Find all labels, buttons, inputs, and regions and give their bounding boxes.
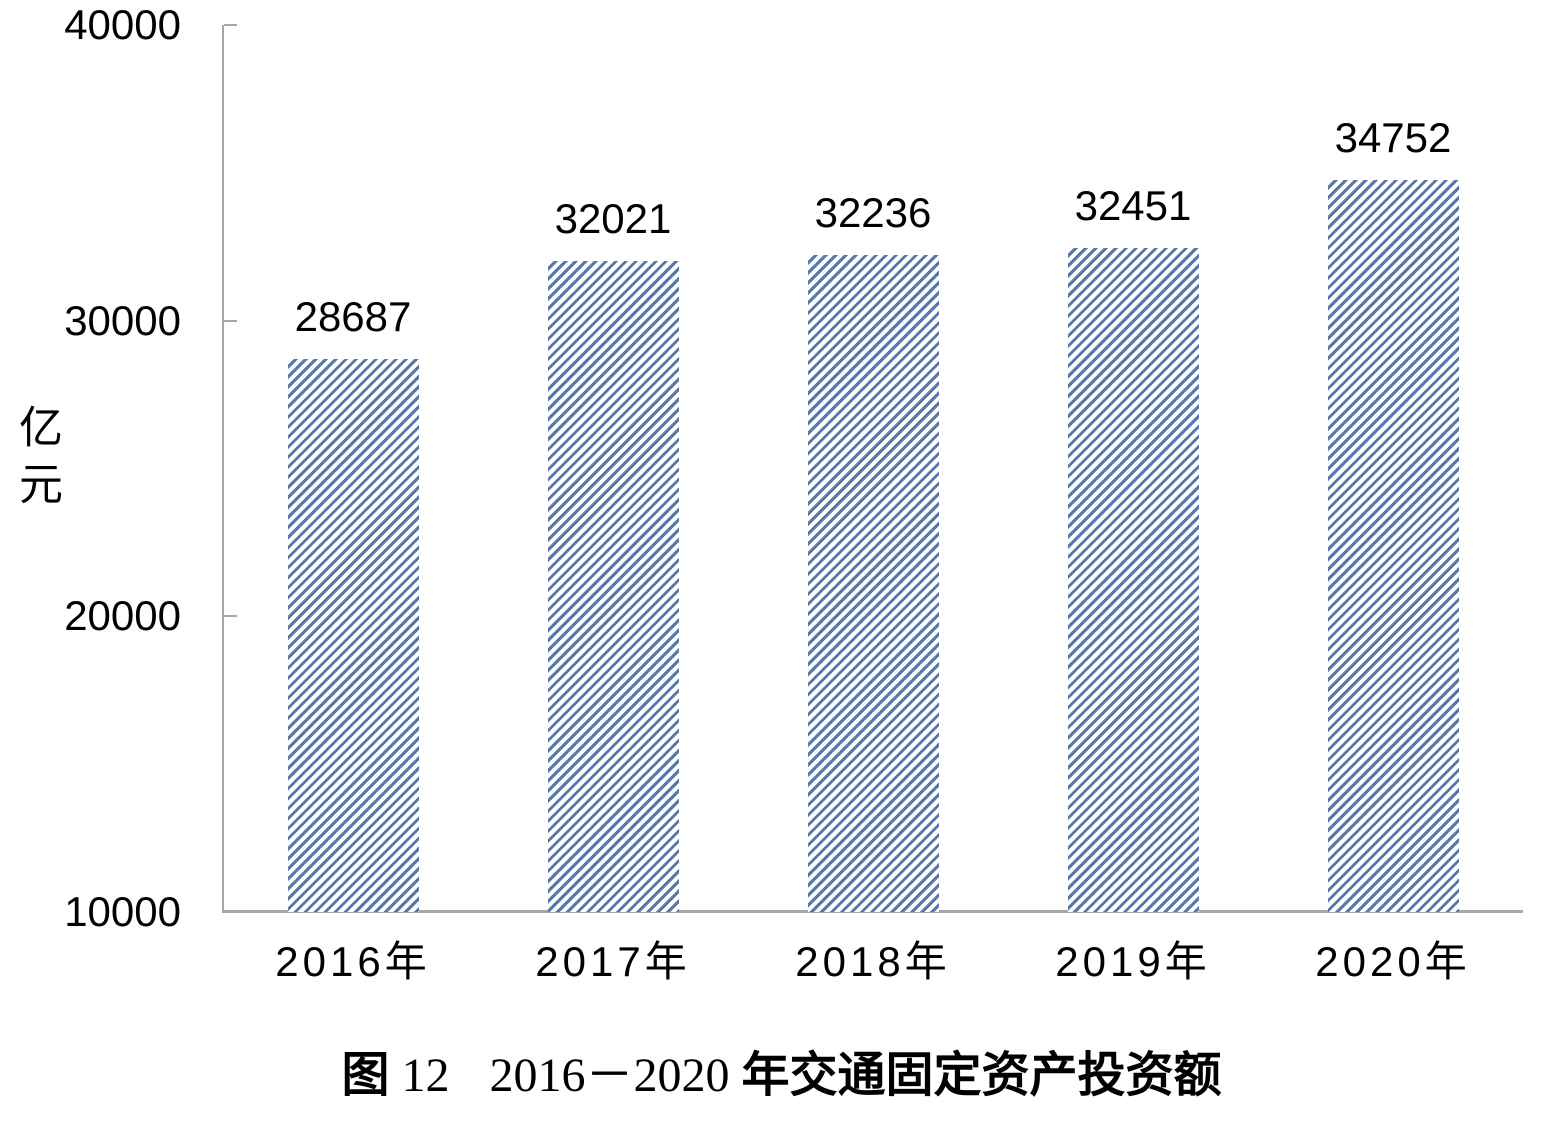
- caption-figure-number: 12: [401, 1049, 450, 1102]
- y-tick-label: 10000: [64, 888, 181, 935]
- caption-figure-word: 图: [341, 1049, 390, 1102]
- bar: [1067, 248, 1199, 912]
- y-tick-label: 30000: [64, 296, 181, 344]
- y-tick-label: 40000: [64, 1, 181, 48]
- value-label: 28687: [294, 293, 412, 341]
- caption-year-range: 2016－2020: [489, 1049, 730, 1102]
- x-tick-label: 2018年: [795, 938, 951, 985]
- caption-text: 年交通固定资产投资额: [741, 1049, 1222, 1102]
- x-tick-label: 2019年: [1055, 938, 1211, 985]
- bar: [287, 359, 419, 912]
- y-tick-mark: [224, 319, 237, 322]
- y-axis-unit-label: 亿元: [12, 404, 61, 518]
- y-tick-mark: [224, 24, 237, 26]
- value-label: 32451: [1074, 182, 1192, 230]
- chart-title: 图 12 2016－2020 年交通固定资产投资额: [0, 1046, 1563, 1106]
- y-tick-label: 20000: [64, 592, 181, 640]
- y-axis-line: [222, 25, 224, 912]
- value-label: 32236: [814, 188, 932, 236]
- y-tick-mark: [224, 615, 237, 618]
- bar: [1327, 180, 1459, 912]
- bar: [807, 254, 939, 912]
- x-tick-label: 2020年: [1315, 938, 1471, 985]
- x-tick-label: 2017年: [535, 938, 691, 985]
- value-label: 34752: [1334, 114, 1452, 162]
- bar: [547, 260, 679, 912]
- value-label: 32021: [554, 194, 672, 242]
- x-tick-label: 2016年: [275, 938, 431, 985]
